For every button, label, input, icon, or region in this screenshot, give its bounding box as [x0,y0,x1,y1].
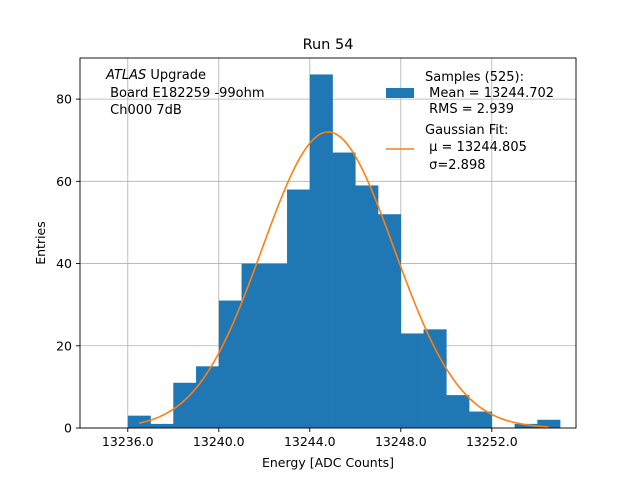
x-axis-label: Energy [ADC Counts] [262,455,394,470]
y-axis-label: Entries [33,221,48,265]
histogram-bar-5 [241,263,265,428]
annotation-line-2: Board E182259 -99ohm [106,86,265,101]
histogram-bars [127,74,561,429]
fit-layer [138,131,549,428]
y-tick-label-3: 60 [56,174,72,189]
histogram-bar-8 [309,74,333,428]
histogram-bar-10 [355,185,379,428]
legend-samples-line-1: Samples (525): [425,70,524,85]
histogram-bar-3 [196,366,220,428]
histogram-bar-0 [127,415,151,428]
x-tick-label-3: 13248.0 [375,434,427,449]
histogram-bar-12 [400,333,424,428]
histogram-bar-11 [378,214,402,428]
legend-fit-line-2: μ = 13244.805 [425,140,527,155]
histogram-bar-6 [264,263,288,428]
gaussian-fit-curve [138,131,549,428]
histogram-bar-18 [537,419,561,428]
histogram-bar-15 [469,411,493,428]
legend-samples-line-2: Mean = 13244.702 [425,86,554,101]
y-tick-label-0: 0 [64,421,72,436]
x-ticks: 13236.0 13240.0 13244.0 13248.0 13252.0 [102,428,518,449]
histogram-bar-4 [218,300,242,428]
histogram-bar-7 [287,189,311,428]
x-tick-label-2: 13244.0 [284,434,336,449]
legend-fit-line-3: σ=2.898 [425,158,485,173]
chart-title: Run 54 [303,37,354,53]
histogram-bar-13 [423,329,447,428]
histogram-bar-1 [150,423,174,428]
annotation-line-3: Ch000 7dB [106,103,182,118]
x-tick-label-0: 13236.0 [102,434,154,449]
upgrade-label: Upgrade [146,68,206,83]
histogram-bar-17 [514,423,538,428]
atlas-label: ATLAS [105,68,146,83]
y-ticks: 0 20 40 60 80 [56,92,80,436]
legend: Samples (525): Mean = 13244.702 RMS = 2.… [386,70,554,173]
plot-frame [79,57,577,429]
legend-samples-line-3: RMS = 2.939 [425,102,514,117]
histogram-bar-14 [446,395,470,428]
y-tick-label-2: 40 [56,256,72,271]
y-tick-label-1: 20 [56,338,72,353]
legend-fit-line-1: Gaussian Fit: [425,123,508,138]
annotation-box: ATLAS Upgrade Board E182259 -99ohm Ch000… [105,68,265,118]
annotation-line-1: ATLAS Upgrade [105,68,206,83]
y-tick-label-4: 80 [56,92,72,107]
legend-samples-swatch [386,88,414,98]
histogram-bar-9 [332,152,356,429]
x-tick-label-4: 13252.0 [466,434,518,449]
histogram-bar-2 [173,382,197,428]
x-tick-label-1: 13240.0 [193,434,245,449]
